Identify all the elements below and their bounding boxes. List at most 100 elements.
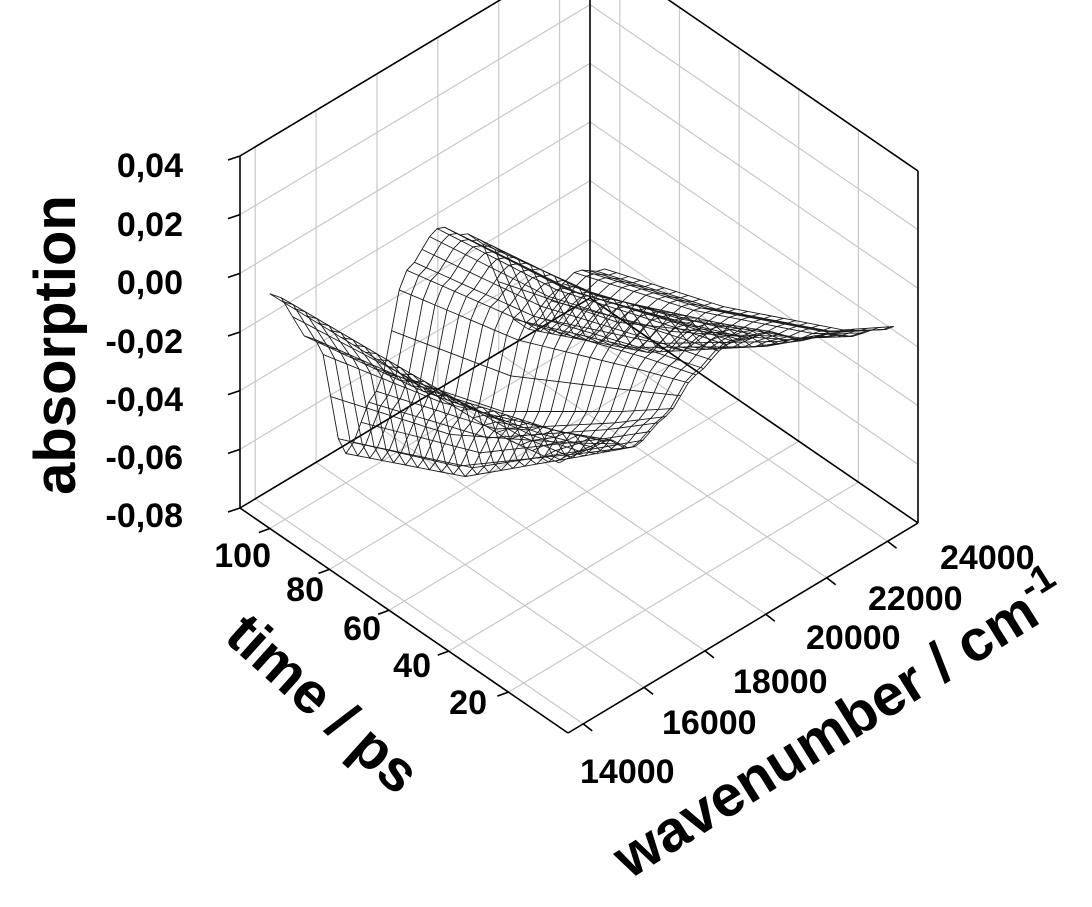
surface-mesh-line: [513, 318, 803, 348]
z-tick-mark: [227, 155, 241, 161]
surface-mesh-line: [303, 335, 594, 448]
z-tick-label: -0,02: [106, 323, 184, 361]
z-tick-mark: [227, 272, 241, 279]
z-tick-label: 0,04: [117, 147, 183, 185]
surface-mesh-line: [376, 390, 666, 430]
z-tick-mark: [227, 389, 241, 396]
x-tick-mark: [765, 613, 776, 622]
axis-frame-edge: [567, 522, 919, 734]
wall-grid-line: [667, 0, 919, 172]
surface-mesh-line: [482, 243, 773, 333]
x-tick-labels: 14000 16000 18000 20000 22000 24000: [580, 539, 1035, 791]
surface-mesh-line: [484, 317, 820, 461]
axis-frame-edge: [667, 0, 919, 172]
z-axis-label: absorption: [23, 195, 88, 495]
surface-mesh-line: [459, 234, 750, 340]
x-tick-label: 24000: [940, 539, 1035, 577]
surface-mesh-line: [436, 228, 727, 346]
wall-grid-line: [589, 238, 919, 465]
surface-mesh-line: [604, 268, 894, 331]
y-tick-mark: [377, 609, 390, 616]
surface-mesh-line: [589, 270, 879, 333]
surface-mesh-line: [562, 283, 853, 339]
z-tick-mark: [227, 331, 241, 337]
axis-frame-edge: [239, 0, 502, 157]
floor-grid-line: [437, 388, 767, 615]
floor-grid-line: [388, 399, 740, 611]
surface-mesh-line: [330, 396, 620, 445]
surface-mesh-line: [391, 330, 681, 397]
surface-mesh-line: [399, 289, 689, 384]
z-tick-mark: [227, 448, 241, 455]
y-tick-labels: 100 80 60 40 20: [214, 537, 487, 722]
wall-grid-line: [589, 180, 919, 407]
x-tick-label: 16000: [662, 704, 757, 742]
x-tick-mark: [826, 577, 837, 586]
floor-grid-line: [448, 440, 800, 652]
surface-mesh-line: [520, 325, 856, 455]
surface-mesh-line: [281, 233, 617, 457]
surface-mesh-line: [429, 236, 719, 352]
wall-grid-line: [239, 238, 591, 450]
y-tick-mark: [437, 650, 450, 656]
surface-mesh-line: [292, 316, 583, 453]
floor-grid-line: [269, 317, 621, 529]
y-tick-mark: [318, 568, 330, 575]
y-tick-label: 80: [286, 571, 324, 609]
x-tick-mark: [582, 723, 593, 732]
wall-grid-line: [239, 62, 591, 274]
floor-grid-line: [508, 481, 859, 693]
z-tick-label: -0,04: [106, 381, 184, 419]
z-tick-label: 0,02: [117, 206, 183, 244]
z-tick-labels: 0,04 0,02 0,00 -0,02 -0,04 -0,06 -0,08: [106, 147, 184, 535]
surface-mesh-line: [574, 272, 864, 334]
wall-grid-line: [239, 4, 591, 216]
x-tick-label: 18000: [733, 663, 828, 701]
z-tick-label: -0,06: [106, 439, 184, 477]
y-tick-label: 100: [214, 537, 271, 575]
surface-mesh-line: [322, 354, 613, 441]
x-tick-mark: [887, 540, 898, 549]
axis-frame-edge: [589, 297, 919, 524]
surface-mesh-line: [353, 439, 643, 469]
surface-mesh: [269, 226, 894, 478]
floor-grid-line: [329, 358, 680, 570]
wall-grid-line: [589, 4, 919, 231]
axis-frame: [227, 0, 919, 734]
x-tick-label: 20000: [806, 619, 901, 657]
x-tick-mark: [643, 686, 654, 695]
x-tick-mark: [704, 650, 715, 659]
floor-grid-line: [559, 315, 888, 542]
floor-grid-line: [376, 425, 706, 652]
axis-frame-edge: [239, 297, 591, 509]
floor-grid-line: [315, 461, 645, 688]
wall-grid-line: [589, 121, 919, 348]
z-tick-mark: [227, 213, 241, 220]
surface-mesh-line: [528, 328, 818, 353]
y-tick-label: 20: [449, 684, 487, 722]
z-tick-mark: [227, 507, 241, 513]
z-tick-label: -0,08: [106, 497, 184, 535]
axis-frame-edge: [239, 507, 569, 734]
surface-mesh-line: [596, 270, 887, 333]
surface-mesh-line: [360, 421, 651, 454]
floor-grid-line: [254, 498, 584, 725]
wall-grid-line: [239, 0, 502, 157]
surface-mesh-line: [383, 371, 674, 413]
surface-mesh-line: [414, 261, 704, 369]
y-tick-label: 60: [343, 610, 381, 648]
wall-grid-line: [239, 121, 591, 333]
surface-mesh-line: [421, 248, 712, 361]
surface-mesh-line: [406, 269, 697, 376]
y-tick-mark: [497, 691, 509, 697]
surface-mesh-line: [345, 446, 636, 478]
y-axis-label: time / ps: [214, 601, 432, 807]
y-tick-label: 40: [393, 647, 431, 685]
surface-mesh-line: [551, 300, 841, 341]
wall-grid-line: [589, 62, 919, 289]
z-tick-label: 0,00: [117, 264, 183, 302]
x-tick-label: 22000: [868, 580, 963, 618]
y-tick-mark: [258, 527, 271, 534]
surface-mesh-line: [368, 401, 659, 439]
